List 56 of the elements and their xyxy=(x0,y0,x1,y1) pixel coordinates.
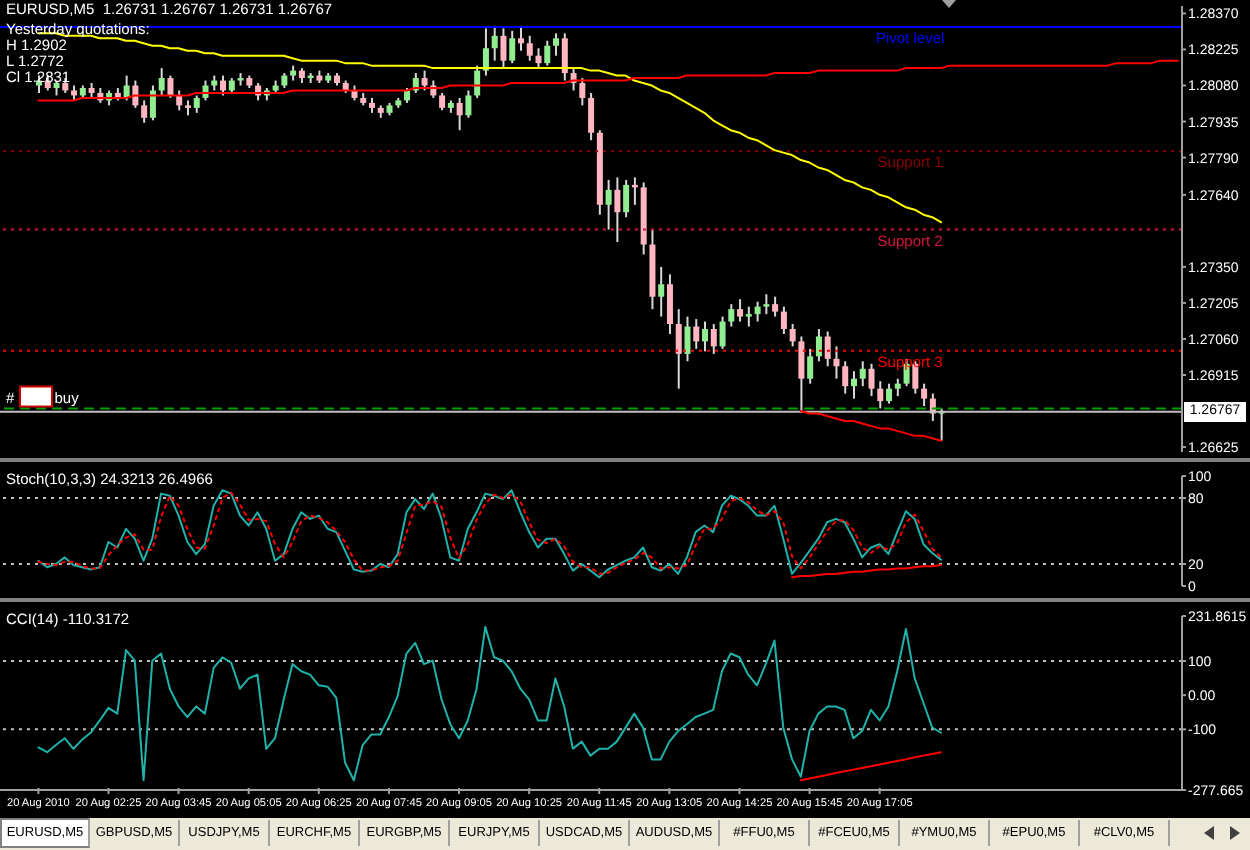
candlestick xyxy=(921,382,928,408)
candlestick xyxy=(833,345,840,380)
candlestick xyxy=(553,32,560,57)
candlestick xyxy=(780,305,787,335)
candlestick xyxy=(815,328,822,363)
candlestick xyxy=(886,382,893,405)
candlestick xyxy=(535,47,542,70)
candlestick xyxy=(675,308,682,390)
candlestick xyxy=(772,295,779,318)
candlestick xyxy=(719,315,726,350)
candlestick xyxy=(859,360,866,388)
candlestick xyxy=(702,320,709,353)
candlestick xyxy=(421,69,428,92)
candlestick xyxy=(737,298,744,323)
candlestick xyxy=(868,362,875,398)
line-series xyxy=(799,751,943,782)
candlestick xyxy=(482,27,489,77)
candlestick xyxy=(176,89,183,112)
candlestick xyxy=(544,39,551,67)
candlestick xyxy=(465,89,472,119)
candlestick xyxy=(824,330,831,368)
candlestick xyxy=(579,77,586,107)
candlestick xyxy=(745,305,752,328)
line-series xyxy=(37,625,943,782)
candlestick xyxy=(710,323,717,355)
candlestick xyxy=(149,84,156,122)
candlestick xyxy=(684,315,691,363)
candlestick xyxy=(877,380,884,410)
candlestick xyxy=(561,32,568,82)
candlestick xyxy=(220,74,227,97)
line-series xyxy=(799,410,943,442)
candlestick xyxy=(666,273,673,335)
candlestick xyxy=(850,370,857,400)
candlestick xyxy=(158,67,165,97)
candlestick xyxy=(167,74,174,99)
candlestick xyxy=(526,34,533,62)
candlestick xyxy=(500,27,507,70)
line-series xyxy=(791,564,943,579)
candlestick xyxy=(763,293,770,316)
candlestick xyxy=(588,91,595,142)
candlestick xyxy=(614,176,621,244)
candlestick xyxy=(807,347,814,385)
candlestick xyxy=(141,99,148,124)
candlestick xyxy=(798,335,805,412)
candlestick xyxy=(456,96,463,132)
candlestick xyxy=(754,300,761,323)
candlestick xyxy=(491,24,498,62)
candlestick xyxy=(623,178,630,219)
candlestick xyxy=(693,318,700,350)
candlestick xyxy=(517,24,524,52)
candlestick xyxy=(605,178,612,231)
candlestick xyxy=(509,29,516,65)
candlestick xyxy=(658,265,665,318)
candlestick xyxy=(842,360,849,395)
candlestick xyxy=(789,323,796,348)
candlestick xyxy=(728,303,735,328)
